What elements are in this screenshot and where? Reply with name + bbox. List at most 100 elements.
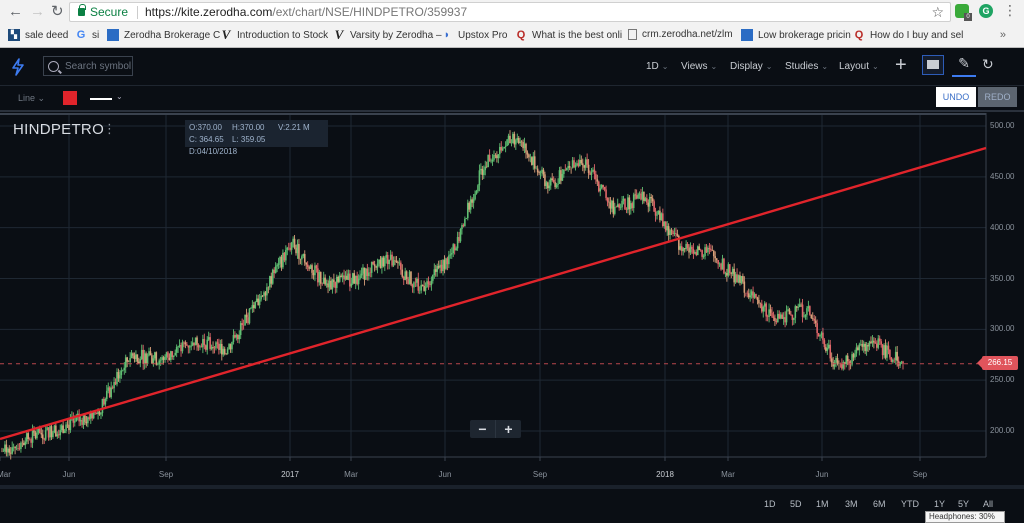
- bookmark-item[interactable]: Low brokerage pricin: [741, 29, 851, 41]
- tooltip: Headphones: 30%: [925, 511, 1005, 523]
- line-color-swatch[interactable]: [63, 91, 77, 105]
- bookmark-label: Upstox Pro: [458, 29, 508, 41]
- bookmark-item[interactable]: Zerodha Brokerage C: [107, 29, 220, 41]
- drawing-toolbar: Line ⌄ ⌄ UNDO REDO: [0, 86, 1024, 112]
- bookmarks-overflow-button[interactable]: »: [999, 29, 1006, 41]
- doc-icon: [741, 29, 753, 41]
- reload-button[interactable]: ↻: [51, 3, 64, 20]
- symbol-menu-icon[interactable]: ⋮: [103, 121, 116, 136]
- lock-icon: [78, 4, 86, 16]
- zoom-out-button[interactable]: −: [470, 420, 495, 438]
- bookmark-item[interactable]: Q How do I buy and sel: [853, 29, 964, 41]
- bookmark-label: Varsity by Zerodha –: [350, 29, 442, 41]
- redo-button[interactable]: REDO: [978, 87, 1017, 107]
- menu-views[interactable]: Views ⌄: [681, 61, 718, 72]
- y-axis-label: 200.00: [990, 426, 1015, 435]
- bookmark-item[interactable]: V Introduction to Stock: [220, 27, 329, 42]
- zoom-control: − +: [470, 420, 521, 438]
- x-axis-label: Jun: [62, 470, 76, 479]
- divider: [137, 6, 138, 19]
- last-price-tag: 266.15: [977, 356, 1018, 370]
- undo-button[interactable]: UNDO: [936, 87, 976, 107]
- chart-canvas[interactable]: [0, 113, 1024, 485]
- range-button-ytd[interactable]: YTD: [901, 499, 919, 509]
- range-button-5d[interactable]: 5D: [790, 499, 802, 509]
- browser-menu-icon[interactable]: ⋮: [1003, 2, 1017, 18]
- address-bar[interactable]: Secure https://kite.zerodha.com/ext/char…: [69, 2, 951, 22]
- range-button-5y[interactable]: 5Y: [958, 499, 970, 509]
- crosshair-plus-icon[interactable]: +: [895, 54, 907, 76]
- y-axis-label: 400.00: [990, 222, 1015, 232]
- secure-label: Secure: [90, 5, 129, 19]
- url-text[interactable]: https://kite.zerodha.com/ext/chart/NSE/H…: [145, 5, 468, 19]
- x-axis-label: Sep: [158, 470, 174, 479]
- chevron-down-icon: ⌄: [710, 62, 718, 71]
- bookmark-label: crm.zerodha.net/zlm: [642, 29, 733, 40]
- y-axis-label: 350.00: [990, 273, 1015, 283]
- range-bar: 1D 5D 1M 3M 6M YTD 1Y 5Y All: [0, 485, 1024, 519]
- chevron-down-icon: ⌄: [872, 62, 879, 71]
- bookmark-label: Low brokerage pricin: [758, 29, 851, 41]
- doc-icon: [107, 29, 119, 41]
- range-button-6m[interactable]: 6M: [873, 499, 886, 509]
- varsity-icon: V: [221, 27, 231, 42]
- menu-layout[interactable]: Layout ⌄: [839, 61, 879, 72]
- menu-display[interactable]: Display ⌄: [730, 61, 773, 72]
- range-button-1y[interactable]: 1Y: [934, 499, 946, 509]
- bookmark-item[interactable]: ▚ sale deed: [8, 29, 68, 41]
- line-stroke-selector[interactable]: [90, 98, 112, 100]
- y-axis-label: 300.00: [990, 324, 1015, 334]
- price-chart[interactable]: HINDPETRO ⋮ O:370.00 H:370.00 V:2.21 M C: …: [0, 113, 1024, 485]
- bookmark-item[interactable]: crm.zerodha.net/zlm: [628, 29, 733, 40]
- menu-1d[interactable]: 1D ⌄: [646, 61, 669, 72]
- range-button-1m[interactable]: 1M: [816, 499, 829, 509]
- chevron-down-icon: ⌄: [661, 62, 669, 71]
- search-symbol-input[interactable]: [65, 60, 135, 72]
- x-axis-label: Mar: [344, 470, 358, 479]
- quora-icon: Q: [854, 29, 864, 41]
- reset-chart-icon[interactable]: ↻: [982, 56, 994, 72]
- kite-icon: ▚: [8, 29, 20, 41]
- back-button[interactable]: ←: [8, 3, 23, 20]
- chevron-down-icon[interactable]: ⌄: [116, 92, 123, 101]
- bookmark-item[interactable]: Q What is the best onli: [515, 29, 622, 41]
- x-axis-label: 2018: [656, 470, 674, 479]
- kite-logo-icon[interactable]: [10, 58, 26, 76]
- bookmark-label: What is the best onli: [532, 29, 623, 41]
- menu-studies[interactable]: Studies ⌄: [785, 61, 829, 72]
- symbol-title: HINDPETRO: [13, 121, 105, 138]
- bookmark-star-icon[interactable]: ☆: [931, 4, 944, 20]
- bookmark-item[interactable]: ◗ Upstox Pro: [441, 29, 508, 41]
- symbol-search[interactable]: [43, 56, 135, 76]
- x-axis-label: Jun: [438, 470, 452, 479]
- kite-app-bar: 1D⌄ Views⌄ Display⌄ Studies⌄ Layout⌄ + ✎ ↻: [0, 49, 1024, 86]
- range-button-3m[interactable]: 3M: [845, 499, 858, 509]
- range-button-1d[interactable]: 1D: [764, 499, 776, 509]
- upstox-icon: ◗: [443, 29, 451, 41]
- x-axis-label: Mar: [721, 470, 735, 479]
- quora-icon: Q: [516, 29, 526, 41]
- page-icon: [628, 29, 637, 40]
- chevron-down-icon: ⌄: [821, 62, 829, 71]
- forward-button[interactable]: →: [30, 3, 45, 20]
- chevron-down-icon: ⌄: [765, 62, 773, 71]
- bookmark-label: Introduction to Stock: [237, 29, 329, 41]
- grammarly-extension-icon[interactable]: G: [979, 4, 993, 18]
- bookmark-label: sale deed: [25, 29, 69, 41]
- zoom-in-button[interactable]: +: [495, 420, 521, 438]
- range-button-all[interactable]: All: [983, 499, 994, 509]
- y-axis-label: 250.00: [990, 375, 1015, 385]
- draw-pencil-icon[interactable]: ✎: [952, 55, 976, 77]
- x-axis-label: Sep: [532, 470, 548, 479]
- x-axis-label: Jun: [815, 470, 829, 479]
- line-type-dropdown[interactable]: Line ⌄: [18, 93, 46, 103]
- bookmark-label: How do I buy and sel: [870, 29, 964, 41]
- bookmark-item[interactable]: V Varsity by Zerodha –: [333, 28, 442, 41]
- y-axis-label: 450.00: [990, 171, 1015, 181]
- annotation-toggle-icon[interactable]: [922, 55, 944, 75]
- bookmark-label: Zerodha Brokerage C: [124, 29, 221, 41]
- extension-icon[interactable]: 0: [955, 4, 972, 21]
- bookmark-label: si: [92, 29, 100, 41]
- x-axis-label: 2017: [281, 470, 299, 479]
